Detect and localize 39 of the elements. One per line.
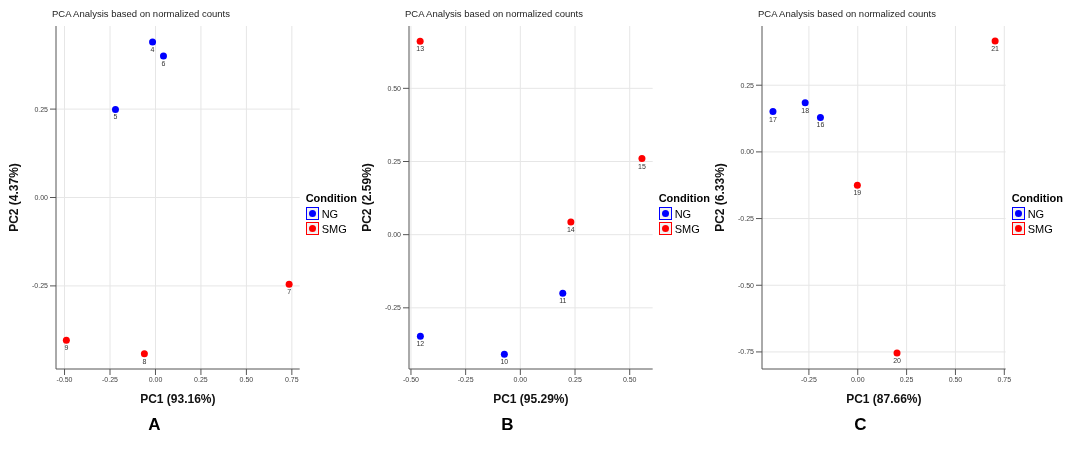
text: B [500, 415, 515, 435]
point [853, 181, 861, 189]
point [991, 37, 999, 45]
text: C [853, 415, 868, 435]
legend-label: NG [321, 207, 339, 220]
point [801, 99, 809, 107]
point [140, 350, 148, 358]
point [638, 155, 646, 163]
point [111, 105, 119, 113]
point [559, 289, 567, 297]
legend-label: NG [1027, 207, 1045, 220]
point [159, 52, 167, 60]
point [500, 350, 508, 358]
point [149, 38, 157, 46]
legend-label: SMG [1027, 222, 1053, 235]
y-axis-title: PC2 (6.33%) [713, 163, 728, 232]
point [416, 332, 424, 340]
legend-label: SMG [321, 222, 347, 235]
legend-title: Condition [658, 192, 710, 204]
x-axis-title: PC1 (95.29%) [493, 392, 569, 406]
legend-label: NG [674, 207, 692, 220]
point [893, 349, 901, 357]
text: A [147, 415, 162, 435]
legend-title: Condition [1011, 192, 1063, 204]
y-axis-title: PC2 (4.37%) [7, 163, 22, 232]
chart-title: PCA Analysis based on normalized counts [52, 8, 231, 21]
point [285, 280, 293, 288]
chart-title: PCA Analysis based on normalized counts [758, 8, 937, 21]
point [62, 336, 70, 344]
point [567, 218, 575, 226]
chart-title: PCA Analysis based on normalized counts [405, 8, 584, 21]
legend-title: Condition [305, 192, 357, 204]
legend-label: SMG [674, 222, 700, 235]
point [416, 37, 424, 45]
x-axis-title: PC1 (93.16%) [140, 392, 216, 406]
y-axis-title: PC2 (2.59%) [360, 163, 375, 232]
point [769, 108, 777, 116]
x-axis-title: PC1 (87.66%) [846, 392, 922, 406]
point [816, 113, 824, 121]
